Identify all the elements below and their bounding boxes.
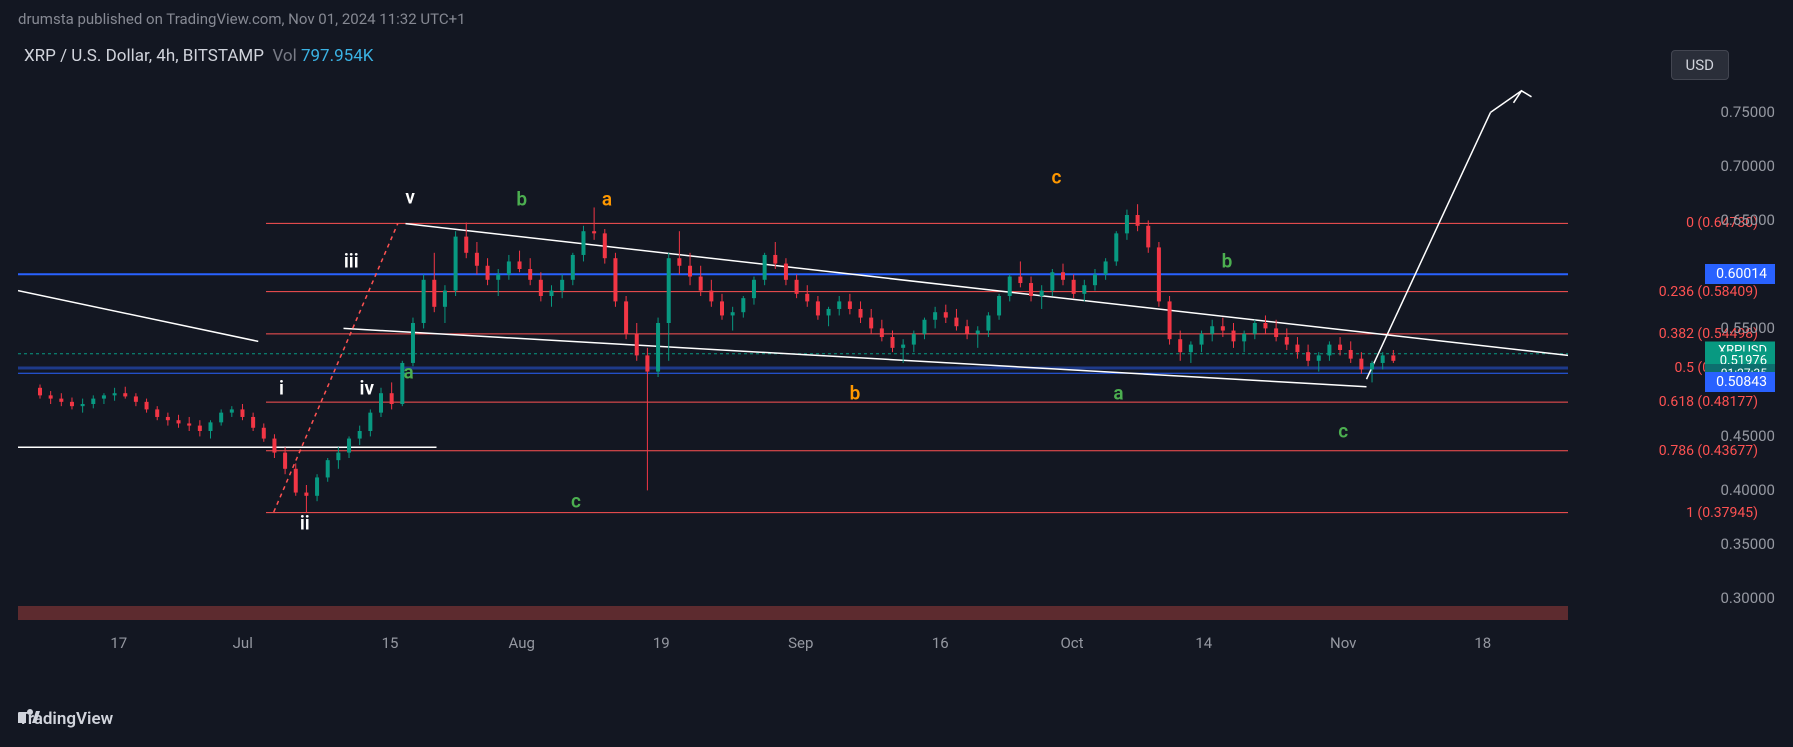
wave-label: c <box>1338 420 1348 443</box>
wave-label: v <box>405 185 415 208</box>
y-tick: 0.65000 <box>1720 211 1775 229</box>
vol-value: 797.954K <box>301 46 373 66</box>
wave-label: a <box>403 360 413 383</box>
logo-icon <box>18 709 40 723</box>
y-tick: 0.35000 <box>1720 535 1775 553</box>
x-tick: 16 <box>932 634 949 652</box>
x-tick: 17 <box>110 634 127 652</box>
wave-label: ii <box>300 511 310 534</box>
y-tick: 0.75000 <box>1720 103 1775 121</box>
wave-label: b <box>516 187 527 210</box>
x-axis: 17 Jul 15 Aug 19 Sep 16 Oct 14 Nov 18 <box>18 630 1568 660</box>
wave-label: iv <box>360 376 374 399</box>
price-label: 0.60014 <box>1705 264 1775 284</box>
y-axis: 0.75000 0.70000 0.65000 0.55000 0.45000 0.400… <box>1575 80 1775 620</box>
currency-badge[interactable]: USD <box>1671 50 1729 80</box>
timeframe: 4h <box>156 46 175 66</box>
y-tick: 0.40000 <box>1720 481 1775 499</box>
x-tick: Oct <box>1060 634 1083 652</box>
x-tick: 15 <box>382 634 399 652</box>
vol-label: Vol <box>272 46 296 66</box>
x-tick: Sep <box>788 634 813 652</box>
wave-label: c <box>1052 166 1062 189</box>
chart-area[interactable]: 0 (0.64730)0.236 (0.58409)0.382 (0.54498… <box>18 80 1568 620</box>
x-tick: Aug <box>509 634 535 652</box>
x-tick: 18 <box>1474 634 1491 652</box>
y-tick: 0.70000 <box>1720 157 1775 175</box>
y-tick: 0.55000 <box>1720 319 1775 337</box>
wave-label: a <box>1113 382 1123 405</box>
wave-label: b <box>1222 250 1233 273</box>
price-label: 0.50843 <box>1705 372 1775 392</box>
symbol-title: XRP / U.S. Dollar <box>24 46 149 66</box>
tradingview-logo[interactable]: TradingView <box>18 709 113 729</box>
y-tick: 0.45000 <box>1720 427 1775 445</box>
x-tick: Jul <box>233 634 253 652</box>
wave-label: a <box>602 187 612 210</box>
x-tick: 14 <box>1195 634 1212 652</box>
chart-info: XRP / U.S. Dollar, 4h, BITSTAMP Vol 797.… <box>0 38 1793 66</box>
exchange: BITSTAMP <box>183 46 264 66</box>
wave-label: c <box>571 490 581 513</box>
header-text: drumsta published on TradingView.com, No… <box>0 0 1793 38</box>
x-tick: 19 <box>653 634 670 652</box>
wave-label: iii <box>344 250 359 273</box>
volume-bars <box>18 606 1568 620</box>
wave-label: b <box>850 382 861 405</box>
wave-label: i <box>279 376 284 399</box>
x-tick: Nov <box>1330 634 1356 652</box>
y-tick: 0.30000 <box>1720 589 1775 607</box>
